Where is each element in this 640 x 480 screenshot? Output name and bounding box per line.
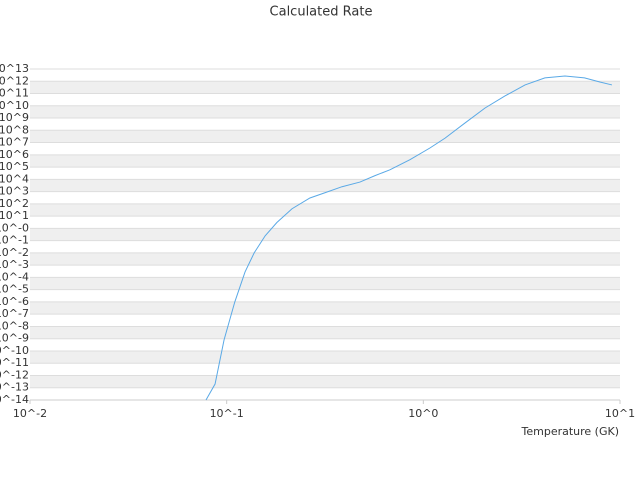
y-tick-label: 10^10 xyxy=(0,99,29,112)
y-tick-label: 10^-13 xyxy=(0,381,29,394)
y-tick-label: 10^11 xyxy=(0,87,29,100)
y-tick-label: 10^7 xyxy=(0,136,29,149)
y-tick-label: 10^-11 xyxy=(0,356,29,369)
grid-band xyxy=(30,228,620,241)
grid-band xyxy=(30,203,620,217)
y-tick-label: 10^-6 xyxy=(0,295,29,308)
grid-band xyxy=(30,301,620,315)
y-tick-label: 10^9 xyxy=(0,111,29,124)
x-tick-label: 10^-2 xyxy=(13,407,47,420)
y-tick-label: 10^-4 xyxy=(0,270,29,283)
x-axis-label: Temperature (GK) xyxy=(521,425,620,438)
grid-band xyxy=(30,105,620,119)
chart-title: Calculated Rate xyxy=(270,5,373,20)
y-tick-label: 10^-3 xyxy=(0,258,29,271)
y-tick-label: 10^4 xyxy=(0,172,29,185)
x-tick-label: 10^1 xyxy=(605,407,635,420)
y-tick-label: 10^12 xyxy=(0,74,29,87)
grid-band xyxy=(30,130,620,143)
grid-band xyxy=(30,179,620,192)
y-tick-label: 10^2 xyxy=(0,197,29,210)
y-tick-label: 10^-7 xyxy=(0,307,29,320)
y-tick-label: 10^-10 xyxy=(0,344,29,357)
grid-band xyxy=(30,154,620,168)
y-tick-label: 10^13 xyxy=(0,62,29,75)
y-tick-label: 10^8 xyxy=(0,123,29,136)
y-tick-label: 10^-2 xyxy=(0,246,29,259)
grid-band xyxy=(30,81,620,94)
y-tick-label: 10^-14 xyxy=(0,393,29,406)
x-tick-label: 10^-1 xyxy=(210,407,244,420)
data-line xyxy=(205,75,613,401)
grid-band xyxy=(30,326,620,339)
x-tick-label: 10^0 xyxy=(408,407,438,420)
grid-band xyxy=(30,375,620,388)
grid-band xyxy=(30,277,620,290)
y-tick-label: 10^-0 xyxy=(0,221,29,234)
y-tick-label: 10^3 xyxy=(0,185,29,198)
grid-band xyxy=(30,350,620,364)
y-tick-label: 10^1 xyxy=(0,209,29,222)
y-tick-label: 10^-12 xyxy=(0,368,29,381)
y-tick-label: 10^-5 xyxy=(0,283,29,296)
y-tick-label: 10^5 xyxy=(0,160,29,173)
y-tick-label: 10^-8 xyxy=(0,319,29,332)
y-tick-label: 10^-1 xyxy=(0,234,29,247)
y-tick-label: 10^-9 xyxy=(0,332,29,345)
y-tick-label: 10^6 xyxy=(0,148,29,161)
grid-band xyxy=(30,252,620,266)
